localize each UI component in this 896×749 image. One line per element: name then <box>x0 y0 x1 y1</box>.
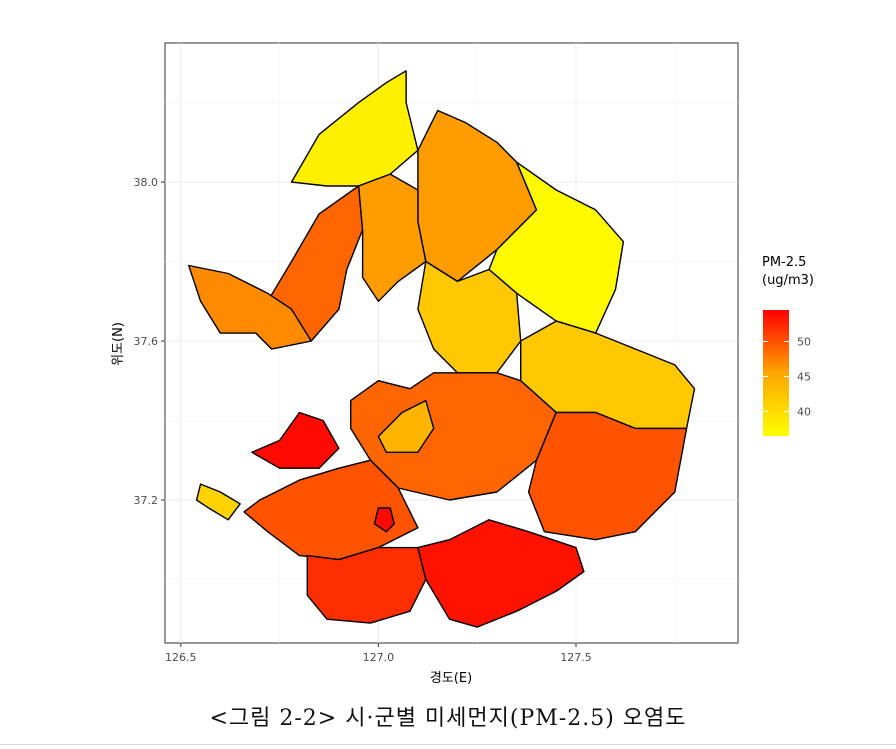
y-tick-label: 37.2 <box>134 494 159 507</box>
region-polygon <box>417 260 522 374</box>
region-polygon <box>373 507 395 533</box>
figure-caption: <그림 2-2> 시·군별 미세먼지(PM-2.5) 오염도 <box>209 706 687 731</box>
pollution-map-chart: 126.5 127.0 127.5 경도(E) 37.2 37.6 38.0 위… <box>111 42 814 686</box>
region-polygons <box>187 70 696 628</box>
y-axis: 37.2 37.6 38.0 위도(N) <box>111 176 165 507</box>
legend-tick-label: 50 <box>797 336 811 349</box>
y-axis-title: 위도(N) <box>111 322 126 366</box>
region-polygon <box>377 399 435 453</box>
legend-tick-label: 40 <box>797 406 811 419</box>
region-polygon <box>527 411 688 541</box>
x-tick-label: 126.5 <box>165 651 197 664</box>
legend-tick-label: 45 <box>797 371 811 384</box>
region-polygon <box>195 483 241 521</box>
legend-title-line2: (ug/m3) <box>762 273 814 288</box>
region-polygon <box>187 264 312 350</box>
region-polygon <box>417 519 585 628</box>
x-axis-title: 경도(E) <box>430 671 472 686</box>
region-polygon <box>243 459 419 561</box>
x-tick-label: 127.0 <box>363 651 395 664</box>
bottom-divider <box>0 744 896 745</box>
x-tick-label: 127.5 <box>560 651 592 664</box>
region-polygon <box>306 546 427 624</box>
x-axis: 126.5 127.0 127.5 경도(E) <box>165 643 592 686</box>
region-polygon <box>357 173 427 302</box>
legend-colorbar <box>763 310 789 436</box>
y-tick-label: 38.0 <box>134 176 159 189</box>
legend: PM-2.5 (ug/m3) 40 45 50 <box>762 255 814 436</box>
y-tick-label: 37.6 <box>134 335 159 348</box>
legend-title-line1: PM-2.5 <box>762 255 806 270</box>
region-polygon <box>251 411 340 469</box>
region-polygon <box>290 70 419 187</box>
